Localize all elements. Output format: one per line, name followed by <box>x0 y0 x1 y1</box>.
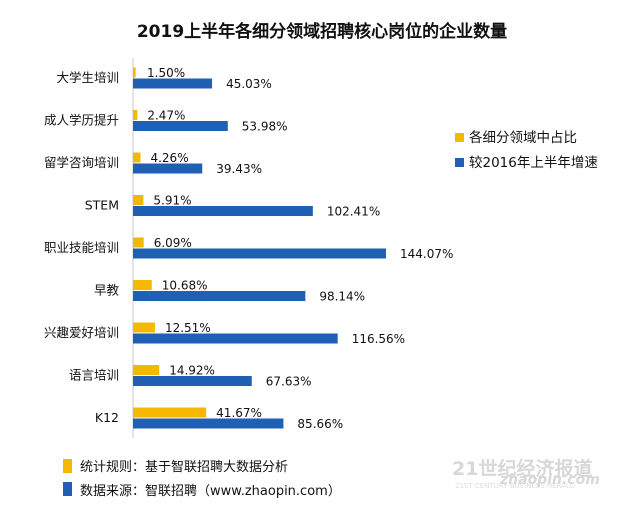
share-data-label: 5.91% <box>153 194 191 208</box>
category-label: 大学生培训 <box>56 70 119 85</box>
source-marker <box>63 482 72 496</box>
legend-swatch-share <box>455 133 464 142</box>
growth-data-label: 98.14% <box>319 290 365 304</box>
category-label: K12 <box>95 410 119 425</box>
legend-label-share: 各细分领域中占比 <box>469 130 577 146</box>
growth-bar <box>133 163 203 174</box>
share-bar <box>133 322 155 333</box>
share-bar <box>133 195 144 205</box>
growth-data-label: 39.43% <box>216 162 262 176</box>
legend-swatch-growth <box>455 158 464 167</box>
category-label: 早教 <box>94 283 120 298</box>
growth-bar <box>133 418 284 429</box>
share-data-label: 4.26% <box>150 151 188 165</box>
watermark-main: 21世纪经济报道 <box>452 457 592 480</box>
share-bar <box>133 110 138 120</box>
category-label: 职业技能培训 <box>44 240 119 255</box>
category-label: STEM <box>85 198 119 213</box>
category-label: 兴趣爱好培训 <box>44 325 119 340</box>
plot-area: 大学生培训 1.50% 45.03% 成人学历提升 2.47% 53.98% 留学咨询培训 4… <box>44 66 453 431</box>
share-bar <box>133 365 160 375</box>
growth-bar <box>133 291 306 301</box>
footer-notes: 统计规则：基于智联招聘大数据分析 数据来源：智联招聘（www.zhaopin.c… <box>63 459 341 499</box>
category-label: 留学咨询培训 <box>44 155 119 170</box>
share-bar <box>133 407 207 418</box>
share-bar <box>133 152 141 163</box>
legend: 各细分领域中占比 较2016年上半年增速 <box>455 130 598 171</box>
growth-bar <box>133 121 228 131</box>
growth-bar <box>133 248 386 259</box>
share-data-label: 41.67% <box>216 406 262 420</box>
watermark-logo: zhaopin.com <box>499 472 600 488</box>
growth-data-label: 116.56% <box>352 332 405 346</box>
growth-bar <box>133 206 313 216</box>
share-bar <box>133 280 152 290</box>
growth-data-label: 144.07% <box>400 247 453 261</box>
growth-data-label: 102.41% <box>327 205 380 219</box>
source-note: 数据来源：智联招聘（www.zhaopin.com） <box>80 484 341 499</box>
share-data-label: 6.09% <box>154 236 192 250</box>
legend-label-growth: 较2016年上半年增速 <box>469 155 598 171</box>
growth-bar <box>133 78 213 89</box>
share-data-label: 10.68% <box>162 279 208 293</box>
growth-data-label: 53.98% <box>242 120 288 134</box>
growth-bar <box>133 333 338 344</box>
rule-marker <box>63 459 72 473</box>
share-data-label: 2.47% <box>147 109 185 123</box>
share-data-label: 12.51% <box>165 321 211 335</box>
chart-title: 2019上半年各细分领域招聘核心岗位的企业数量 <box>137 21 507 42</box>
growth-data-label: 67.63% <box>266 375 312 389</box>
growth-data-label: 85.66% <box>297 417 343 431</box>
share-data-label: 1.50% <box>147 66 185 80</box>
share-bar <box>133 67 136 78</box>
category-label: 语言培训 <box>69 368 119 383</box>
share-data-label: 14.92% <box>169 364 215 378</box>
watermark: 21世纪经济报道 21ST CENTURY BUSINESS HERALD zh… <box>452 457 600 490</box>
growth-data-label: 45.03% <box>226 77 272 91</box>
watermark-sub: 21ST CENTURY BUSINESS HERALD <box>455 482 575 490</box>
rule-note: 统计规则：基于智联招聘大数据分析 <box>80 460 288 475</box>
category-label: 成人学历提升 <box>44 113 119 128</box>
share-bar <box>133 237 144 248</box>
growth-bar <box>133 376 252 386</box>
